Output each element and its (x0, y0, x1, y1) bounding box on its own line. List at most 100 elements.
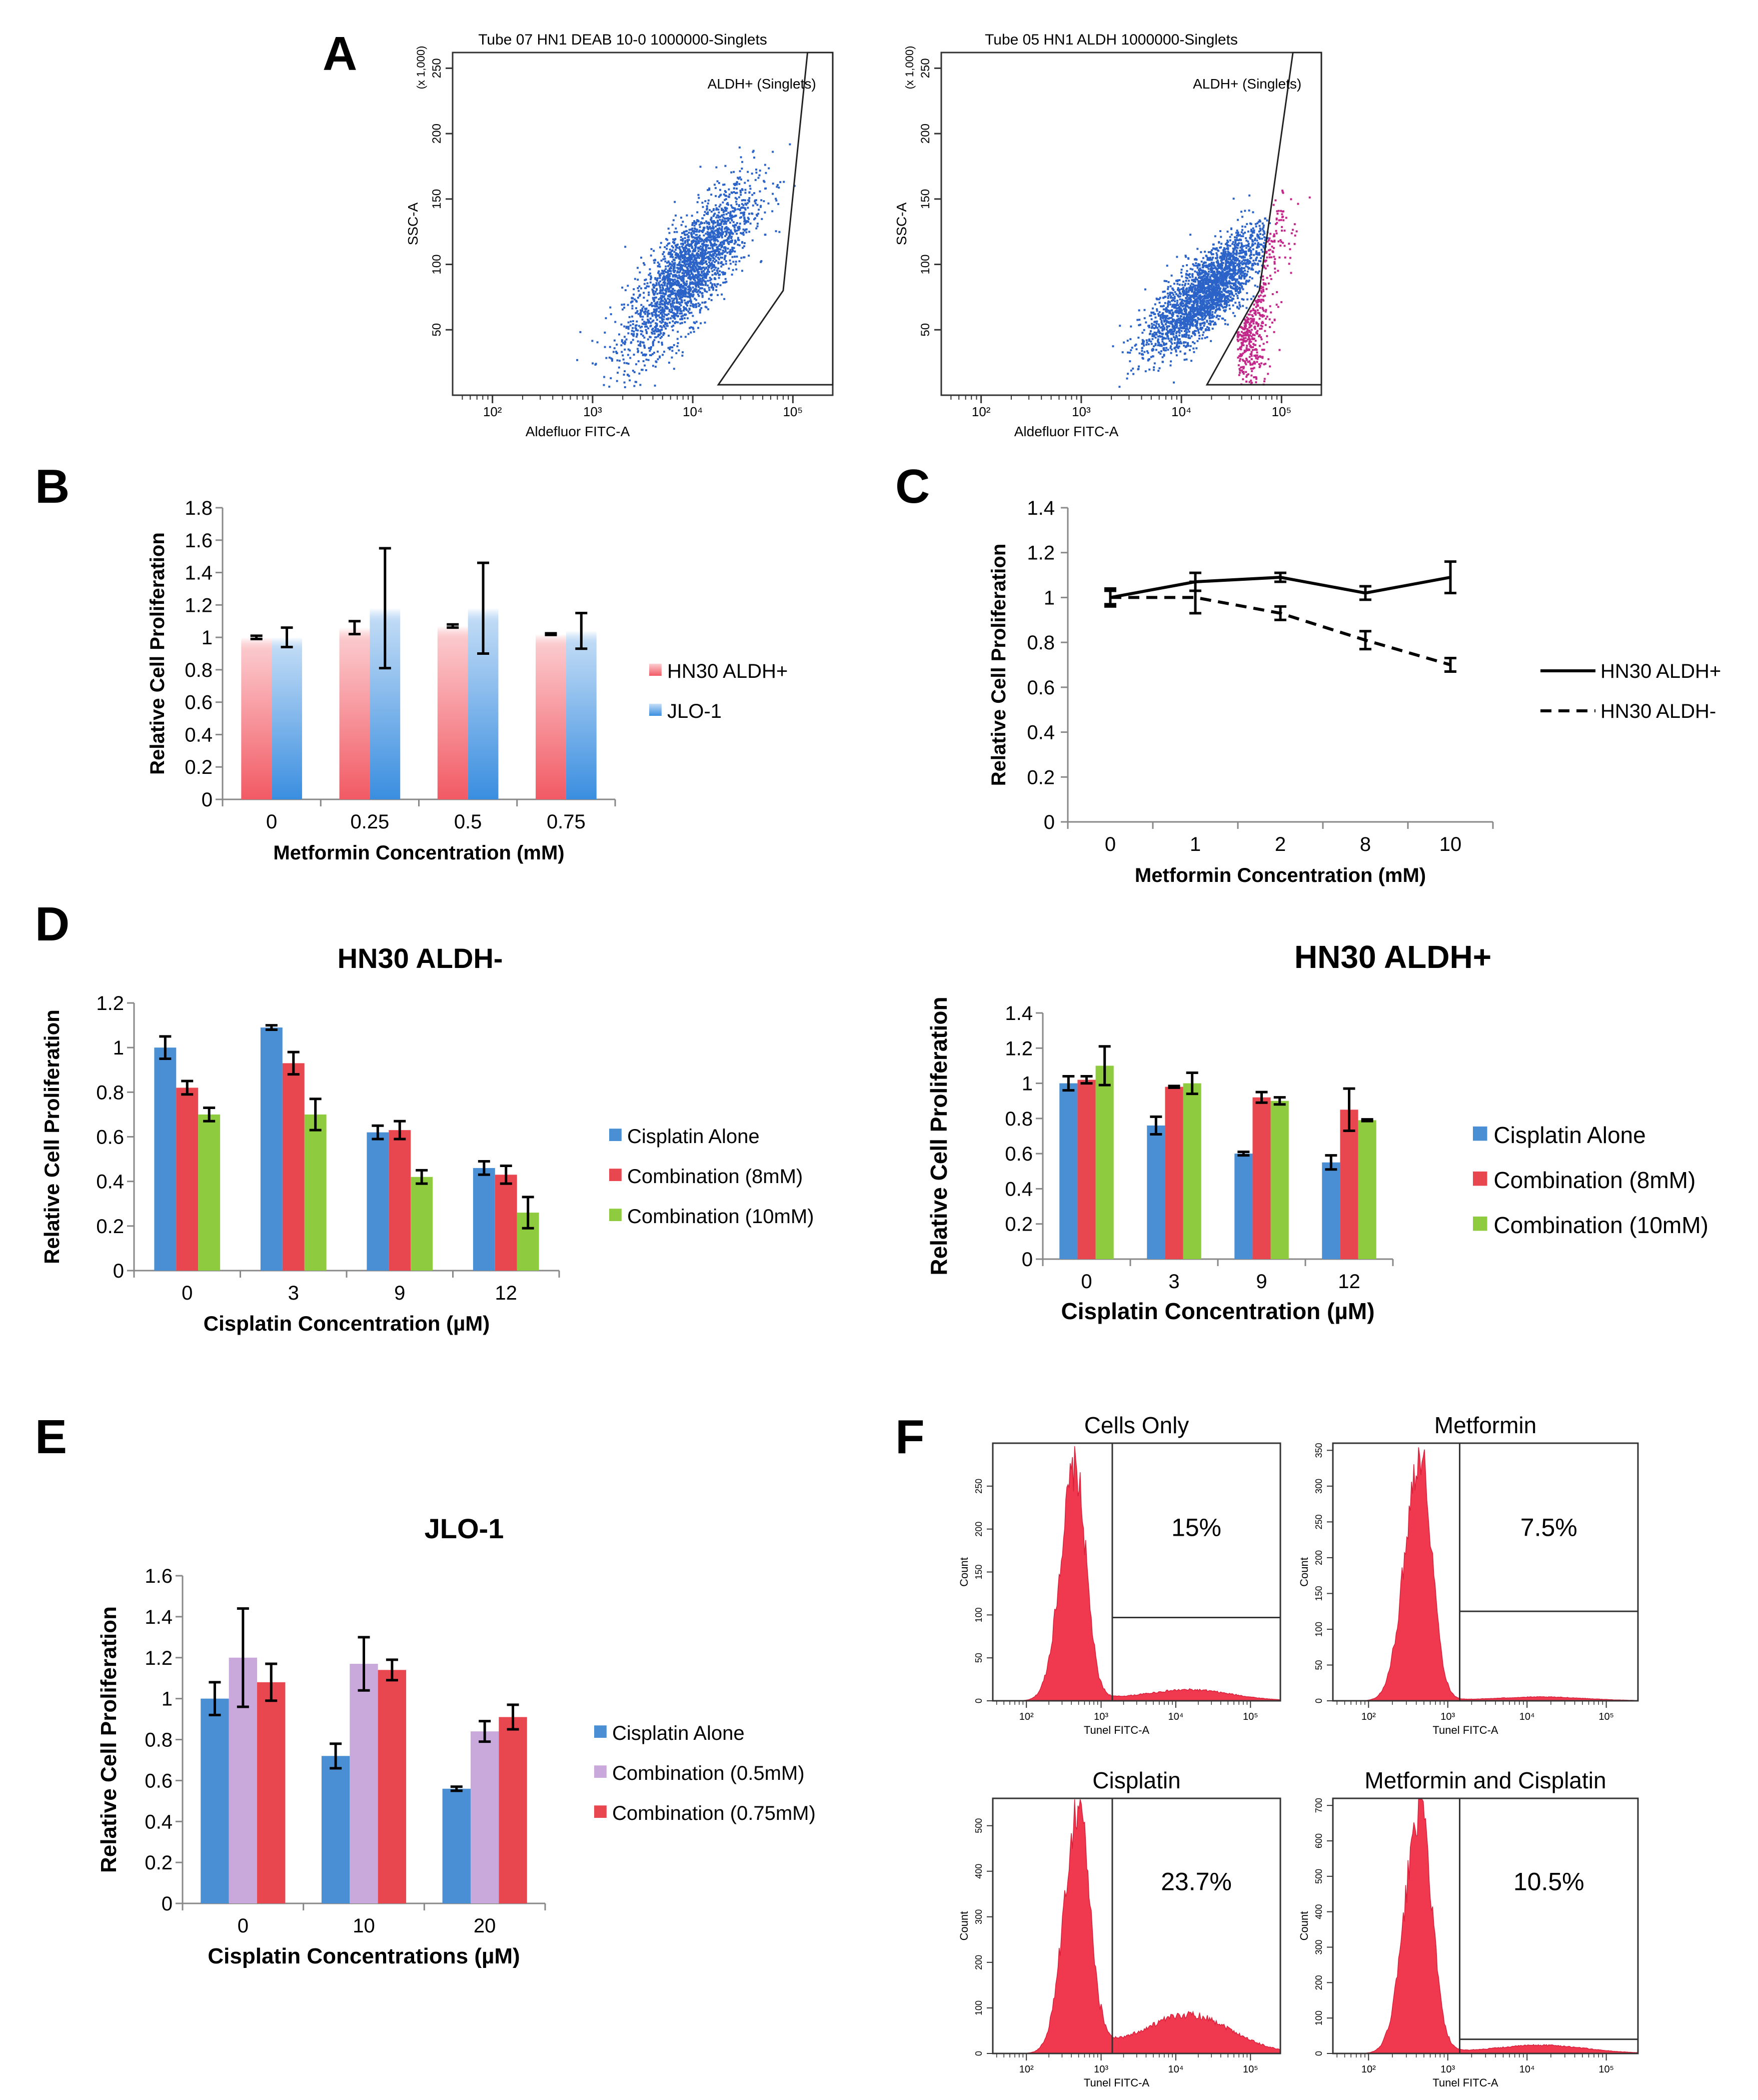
event-dot (1197, 288, 1200, 291)
event-dot (1189, 345, 1192, 347)
event-dot (680, 264, 683, 266)
event-dot (1174, 291, 1176, 293)
event-dot (1155, 297, 1158, 300)
event-dot (1162, 297, 1164, 299)
event-dot (1197, 318, 1200, 321)
event-dot (680, 304, 682, 307)
event-dot (707, 251, 710, 254)
gated-event-dot (1277, 210, 1280, 212)
event-dot (715, 273, 717, 276)
event-dot (1173, 342, 1176, 344)
event-dot (1235, 260, 1237, 262)
event-dot (1150, 314, 1152, 317)
event-dot (1183, 321, 1185, 324)
event-dot (653, 262, 656, 264)
event-dot (1208, 323, 1210, 325)
event-dot (1210, 271, 1212, 274)
event-dot (643, 292, 645, 294)
event-dot (1245, 265, 1247, 268)
event-dot (647, 338, 649, 341)
event-dot (1179, 315, 1182, 317)
event-dot (647, 310, 650, 312)
event-dot (659, 325, 662, 328)
event-dot (714, 284, 716, 287)
event-dot (1221, 295, 1224, 297)
event-dot (1211, 290, 1214, 293)
event-dot (1232, 241, 1234, 243)
event-dot (1239, 289, 1241, 292)
event-dot (721, 257, 724, 259)
event-dot (687, 286, 689, 288)
event-dot (1162, 317, 1165, 319)
event-dot (1220, 279, 1223, 282)
event-dot (627, 321, 630, 324)
gated-event-dot (1262, 282, 1265, 285)
event-dot (1151, 333, 1154, 336)
event-dot (1232, 258, 1234, 261)
event-dot (1143, 329, 1145, 331)
event-dot (1216, 314, 1218, 317)
event-dot (737, 244, 739, 246)
event-dot (1197, 283, 1200, 286)
event-dot (1187, 316, 1190, 318)
event-dot (745, 231, 748, 234)
event-dot (1228, 253, 1230, 256)
event-dot (1241, 298, 1243, 300)
event-dot (731, 219, 733, 222)
event-dot (688, 229, 691, 231)
event-dot (724, 272, 726, 274)
event-dot (1231, 279, 1234, 281)
event-dot (1186, 325, 1188, 328)
event-dot (674, 244, 677, 247)
event-dot (657, 328, 659, 330)
event-dot (778, 187, 780, 189)
event-dot (1213, 303, 1215, 306)
event-dot (1232, 288, 1235, 290)
event-dot (1223, 269, 1226, 272)
event-dot (642, 360, 645, 363)
event-dot (651, 332, 654, 335)
event-dot (1218, 241, 1220, 243)
event-dot (1200, 303, 1203, 305)
event-dot (1195, 288, 1198, 291)
event-dot (1208, 259, 1210, 261)
event-dot (1224, 274, 1227, 277)
event-dot (1197, 297, 1199, 299)
event-dot (705, 306, 708, 309)
event-dot (689, 266, 691, 268)
event-dot (650, 325, 652, 327)
event-dot (669, 279, 672, 282)
event-dot (1164, 302, 1166, 304)
event-dot (1162, 312, 1164, 314)
event-dot (1185, 319, 1188, 322)
event-dot (633, 288, 635, 291)
event-dot (1228, 273, 1231, 275)
event-dot (1237, 235, 1240, 237)
event-dot (726, 203, 728, 205)
event-dot (1191, 315, 1193, 318)
event-dot (1232, 272, 1235, 274)
event-dot (687, 236, 690, 239)
event-dot (690, 326, 692, 329)
event-dot (1200, 287, 1202, 290)
event-dot (690, 300, 693, 303)
event-dot (678, 301, 680, 304)
event-dot (1253, 254, 1255, 256)
event-dot (1251, 239, 1253, 241)
event-dot (1226, 255, 1229, 257)
event-dot (695, 299, 698, 301)
event-dot (697, 253, 699, 256)
event-dot (681, 354, 684, 357)
event-dot (679, 309, 682, 312)
event-dot (685, 244, 688, 247)
event-dot (1224, 300, 1226, 302)
event-dot (648, 274, 650, 276)
event-dot (1215, 285, 1217, 288)
event-dot (650, 354, 652, 357)
event-dot (712, 289, 715, 291)
event-dot (1141, 343, 1143, 345)
event-dot (729, 250, 732, 253)
event-dot (696, 270, 699, 273)
event-dot (1176, 300, 1179, 302)
